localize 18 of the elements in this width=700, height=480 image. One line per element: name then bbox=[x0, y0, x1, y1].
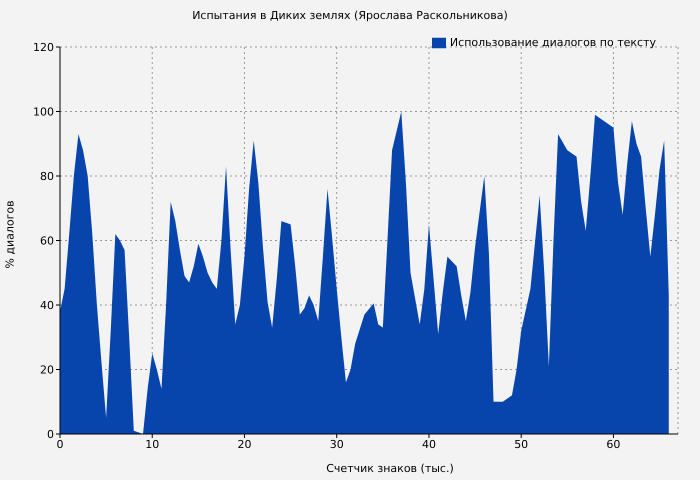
y-tick-label: 0 bbox=[47, 428, 54, 441]
y-axis-title: % диалогов bbox=[4, 199, 16, 271]
x-tick-label: 10 bbox=[145, 438, 160, 451]
x-tick-label: 50 bbox=[514, 438, 528, 451]
x-tick-label: 40 bbox=[422, 438, 436, 451]
y-tick-label: 40 bbox=[40, 298, 54, 312]
x-tick-label: 30 bbox=[330, 438, 344, 451]
x-axis-title: Счетчик знаков (тыс.) bbox=[325, 462, 455, 475]
legend-label: Использование диалогов по тексту bbox=[450, 36, 656, 50]
y-tick-label: 80 bbox=[40, 170, 54, 183]
x-tick-label: 20 bbox=[237, 438, 252, 451]
x-tick-label: 60 bbox=[606, 438, 620, 451]
chart-title: Испытания в Диких землях (Ярослава Раскольникова) bbox=[191, 9, 509, 22]
y-tick-label: 20 bbox=[40, 363, 54, 376]
y-tick-label: 100 bbox=[33, 105, 54, 118]
x-tick-label: 0 bbox=[56, 438, 64, 451]
y-tick-label: 60 bbox=[40, 234, 54, 248]
y-tick-label: 120 bbox=[33, 40, 54, 54]
